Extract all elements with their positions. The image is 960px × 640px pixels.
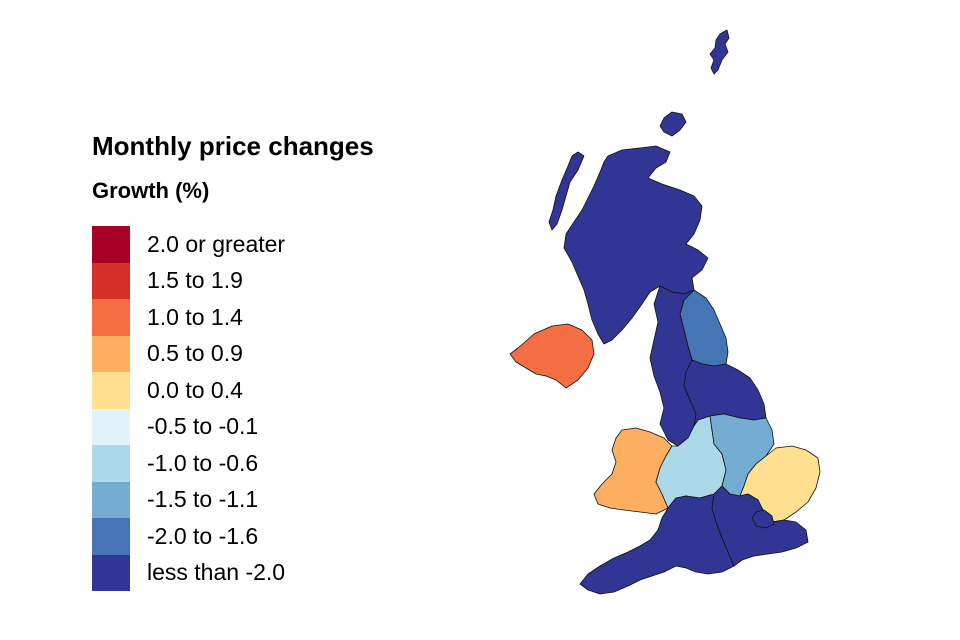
legend-item-1-5-to-1-9: 1.5 to 1.9 (92, 262, 432, 299)
legend-swatch (92, 554, 130, 591)
legend-label: -1.0 to -0.6 (147, 449, 259, 476)
map-legend: Monthly price changes Growth (%) 2.0 or … (92, 126, 432, 591)
legend-label: -1.5 to -1.1 (147, 486, 259, 513)
legend-swatch (92, 262, 130, 299)
region-northern-ireland (509, 323, 595, 389)
legend-label: 1.5 to 1.9 (147, 267, 243, 294)
legend-item-less-than-minus-2-0: less than -2.0 (92, 554, 432, 591)
legend-item-1-0-to-1-4: 1.0 to 1.4 (92, 299, 432, 336)
legend-swatch (92, 408, 130, 445)
legend-swatch (92, 226, 130, 263)
legend-swatch (92, 481, 130, 518)
legend-item-0-5-to-0-9: 0.5 to 0.9 (92, 335, 432, 372)
region-outer-hebrides (548, 151, 585, 231)
legend-item-minus-0-5-to-minus-0-1: -0.5 to -0.1 (92, 408, 432, 445)
legend-label: 0.0 to 0.4 (147, 376, 243, 403)
legend-list: 2.0 or greater 1.5 to 1.9 1.0 to 1.4 0.5… (92, 226, 432, 591)
legend-label: 0.5 to 0.9 (147, 340, 243, 367)
legend-label: -0.5 to -0.1 (147, 413, 259, 440)
legend-item-minus-2-0-to-minus-1-6: -2.0 to -1.6 (92, 518, 432, 555)
region-shetland (709, 29, 730, 75)
legend-swatch (92, 372, 130, 409)
legend-swatch (92, 299, 130, 336)
legend-label: -2.0 to -1.6 (147, 522, 259, 549)
legend-subtitle: Growth (%) (92, 178, 210, 203)
legend-swatch (92, 335, 130, 372)
legend-item-0-0-to-0-4: 0.0 to 0.4 (92, 372, 432, 409)
legend-item-minus-1-5-to-minus-1-1: -1.5 to -1.1 (92, 481, 432, 518)
region-london (751, 509, 775, 529)
legend-title: Monthly price changes (92, 131, 374, 161)
legend-item-2-0-or-greater: 2.0 or greater (92, 226, 432, 263)
legend-swatch (92, 518, 130, 555)
region-wales (593, 427, 673, 515)
legend-swatch (92, 445, 130, 482)
legend-label: 2.0 or greater (147, 230, 286, 257)
region-orkney (659, 111, 687, 137)
legend-item-minus-1-0-to-minus-0-6: -1.0 to -0.6 (92, 445, 432, 482)
legend-label: less than -2.0 (147, 559, 286, 586)
legend-label: 1.0 to 1.4 (147, 303, 243, 330)
